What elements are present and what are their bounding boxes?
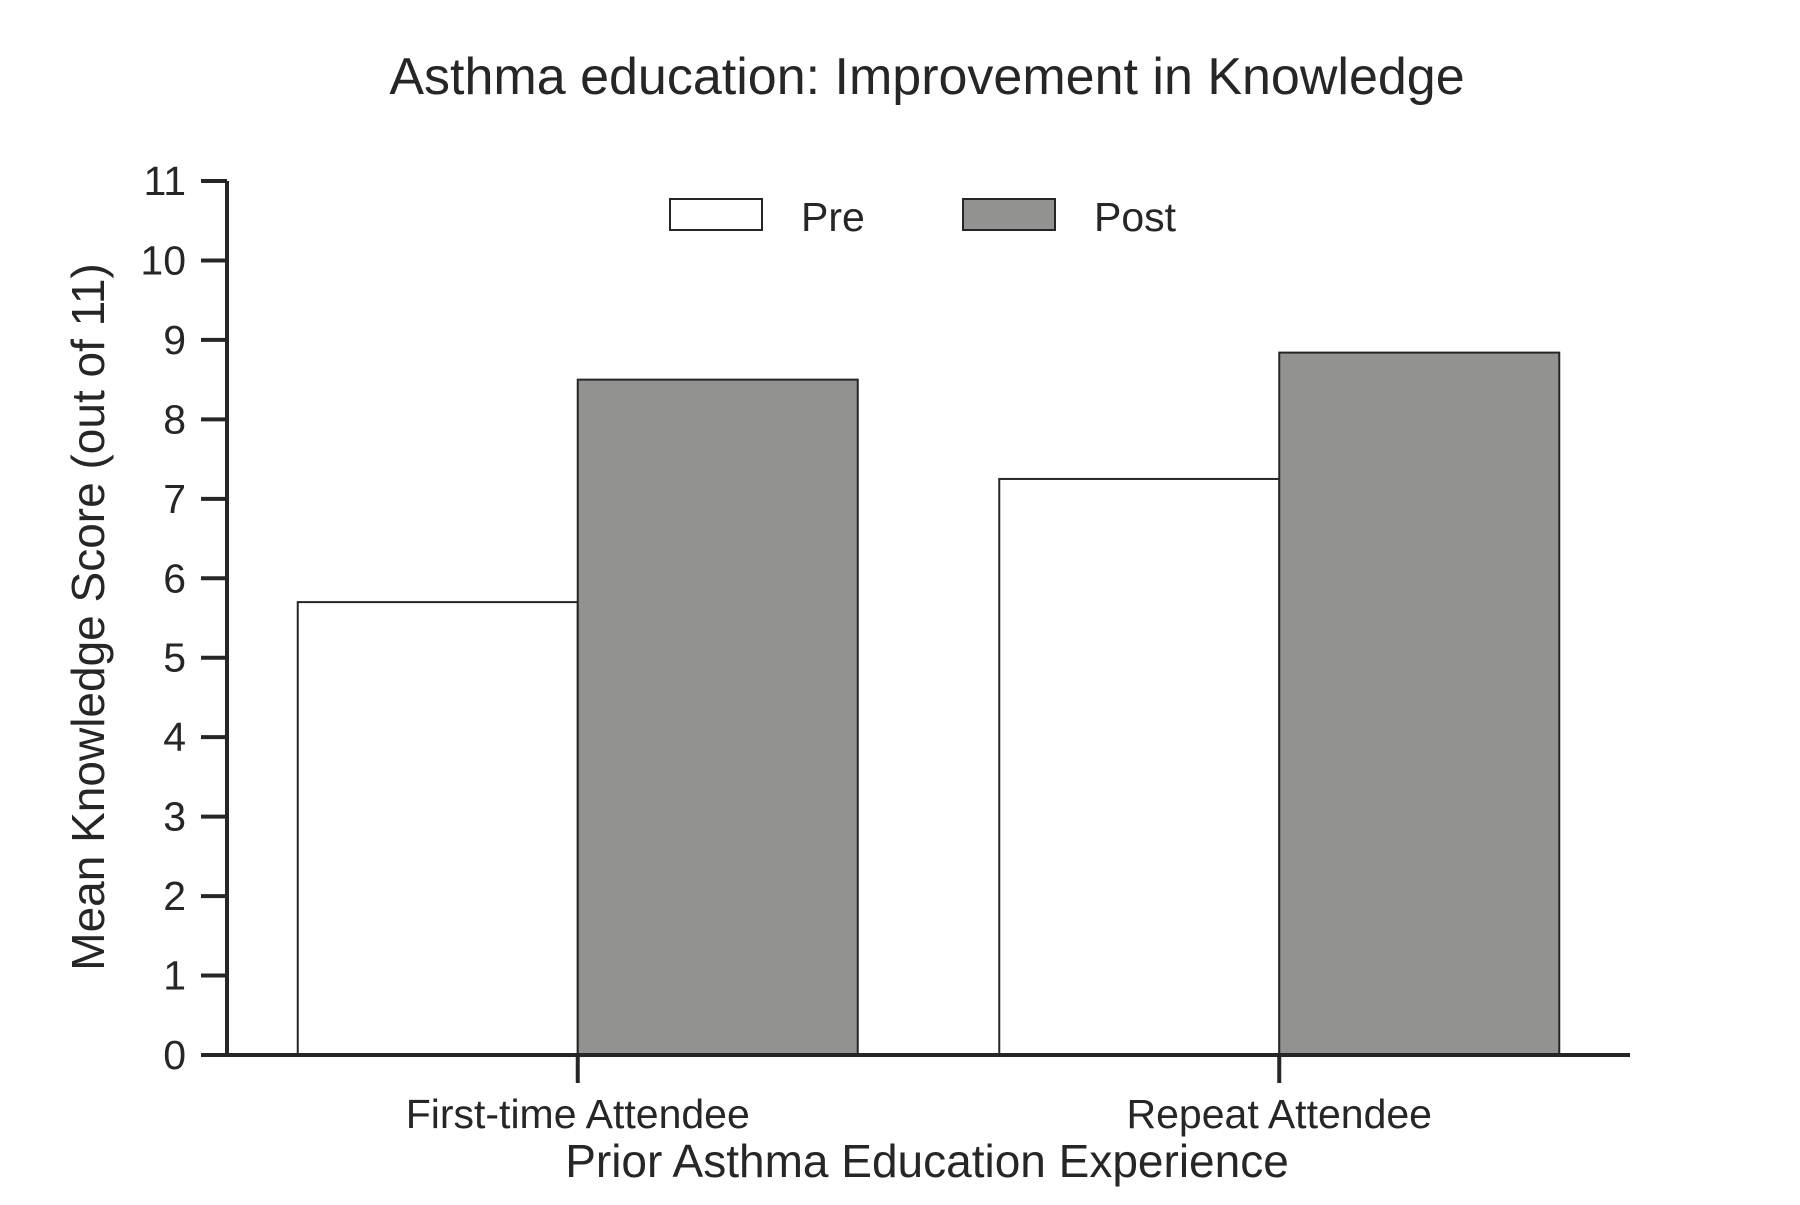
y-tick-label: 7 [163, 476, 186, 522]
y-tick-label: 8 [163, 396, 186, 442]
legend-swatch-post [962, 198, 1056, 231]
axes-group [201, 181, 1630, 1057]
x-tick-label: Repeat Attendee [1127, 1091, 1432, 1137]
y-tick-label: 4 [163, 714, 186, 760]
y-tick-label: 11 [143, 158, 186, 204]
legend-label-post: Post [1094, 194, 1177, 240]
chart-title: Asthma education: Improvement in Knowled… [389, 48, 1464, 106]
bar-post-2 [1278, 351, 1561, 1056]
bar-pre-1 [296, 601, 579, 1056]
y-tick-label: 2 [163, 873, 186, 919]
legend-swatch-pre [669, 198, 763, 231]
y-tick-label: 6 [163, 555, 186, 601]
y-tick-label: 1 [163, 953, 186, 999]
y-axis-label: Mean Knowledge Score (out of 11) [62, 263, 114, 970]
legend-label-pre: Pre [801, 194, 865, 240]
x-axis-label: Prior Asthma Education Experience [565, 1135, 1289, 1187]
bar-pre-2 [998, 477, 1281, 1057]
y-tick-label: 0 [163, 1032, 186, 1078]
bar-post-1 [576, 378, 859, 1056]
ticks-group: First-time Attendee Repeat Attendee 0 1 2 3 4 5… [140, 158, 1432, 1137]
y-tick-label: 9 [163, 317, 186, 363]
y-tick-label: 5 [163, 635, 186, 681]
y-tick-label: 10 [140, 237, 186, 283]
legend: Pre Post [669, 194, 1177, 240]
y-tick-label: 3 [163, 794, 186, 840]
bars-group [296, 351, 1561, 1057]
x-tick-label: First-time Attendee [406, 1091, 750, 1137]
